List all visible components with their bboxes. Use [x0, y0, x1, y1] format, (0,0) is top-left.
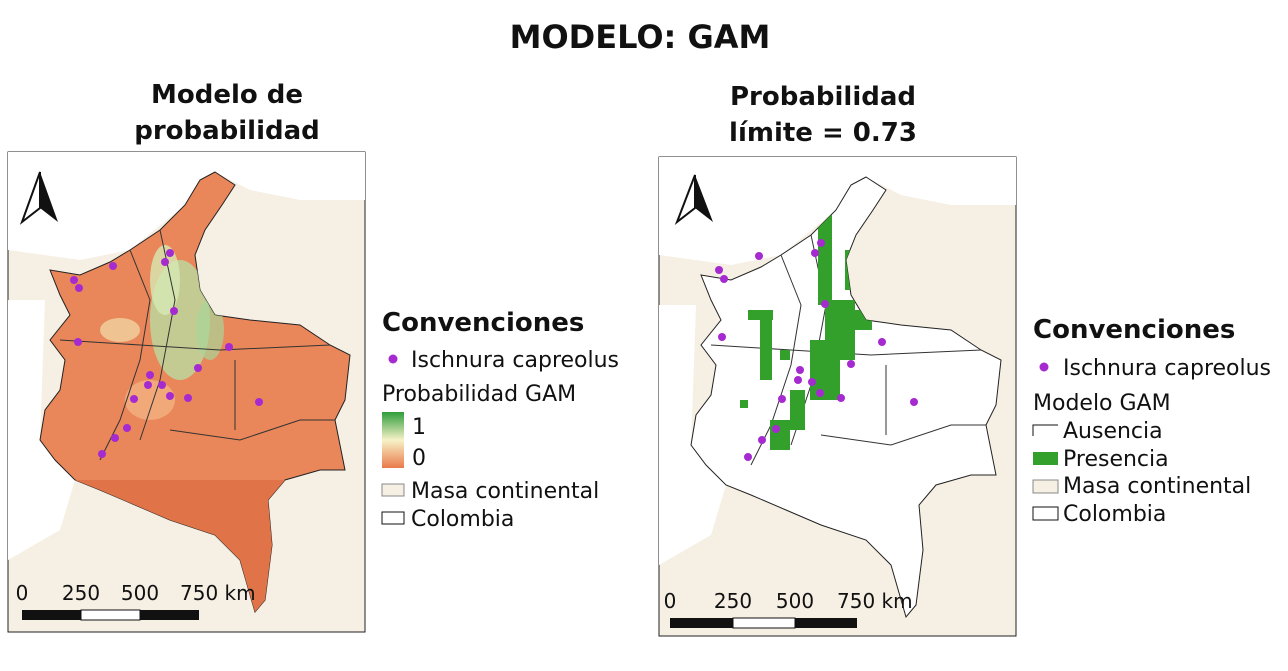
legend-dot — [1039, 362, 1049, 372]
legend-label: 1 — [412, 415, 426, 440]
legend-label: Ischnura capreolus — [411, 348, 619, 373]
sea — [8, 152, 365, 260]
legend-swatch — [381, 511, 405, 525]
legend-heading: Convenciones — [1033, 315, 1235, 345]
legend-swatch — [1032, 479, 1059, 494]
legend-label: Masa continental — [411, 479, 599, 504]
north-arrow — [674, 174, 713, 225]
legend-label: Masa continental — [1063, 474, 1251, 499]
sea — [8, 300, 75, 560]
legend-label: Ausencia — [1063, 419, 1163, 444]
legend-label: Ischnura capreolus — [1063, 356, 1271, 381]
scale-label: 500 — [121, 581, 159, 605]
legend-label: 0 — [412, 446, 426, 471]
legend-title: Modelo GAM — [1033, 391, 1171, 416]
occurrences — [715, 239, 918, 461]
main-title: MODELO: GAM — [510, 18, 771, 56]
legend-gradient — [382, 412, 404, 468]
panel-title: límite = 0.73 — [729, 118, 917, 148]
legend-label: Colombia — [411, 507, 514, 532]
scale-label: 750 km — [180, 581, 256, 605]
legend-swatch — [1032, 506, 1059, 521]
legend-dot — [388, 354, 398, 364]
panel-title: Modelo de — [151, 80, 303, 110]
legend-swatch — [1032, 424, 1058, 436]
panel-title: Probabilidad — [730, 82, 916, 112]
north-arrow — [19, 171, 58, 225]
presence-cells — [740, 215, 915, 450]
scale-label: 250 — [62, 581, 100, 605]
panel-title: probabilidad — [134, 116, 320, 146]
scale-label: 250 — [714, 589, 752, 613]
legend-label: Presencia — [1063, 447, 1169, 472]
occurrences — [70, 249, 263, 458]
map-right: 0 250 500 750 km — [658, 156, 1017, 637]
legend-swatch — [1033, 452, 1058, 465]
legend-swatch — [381, 483, 405, 497]
scale-label: 500 — [776, 589, 814, 613]
scale-bar — [22, 609, 199, 621]
scale-label: 0 — [664, 589, 677, 613]
legend-label: Colombia — [1063, 502, 1166, 527]
map-left: 0 250 500 750 km — [7, 151, 366, 633]
scale-bar — [670, 617, 857, 629]
legend-title: Probabilidad GAM — [382, 382, 576, 407]
scale-label: 750 km — [837, 589, 913, 613]
scale-label: 0 — [16, 581, 29, 605]
legend-heading: Convenciones — [382, 308, 584, 338]
